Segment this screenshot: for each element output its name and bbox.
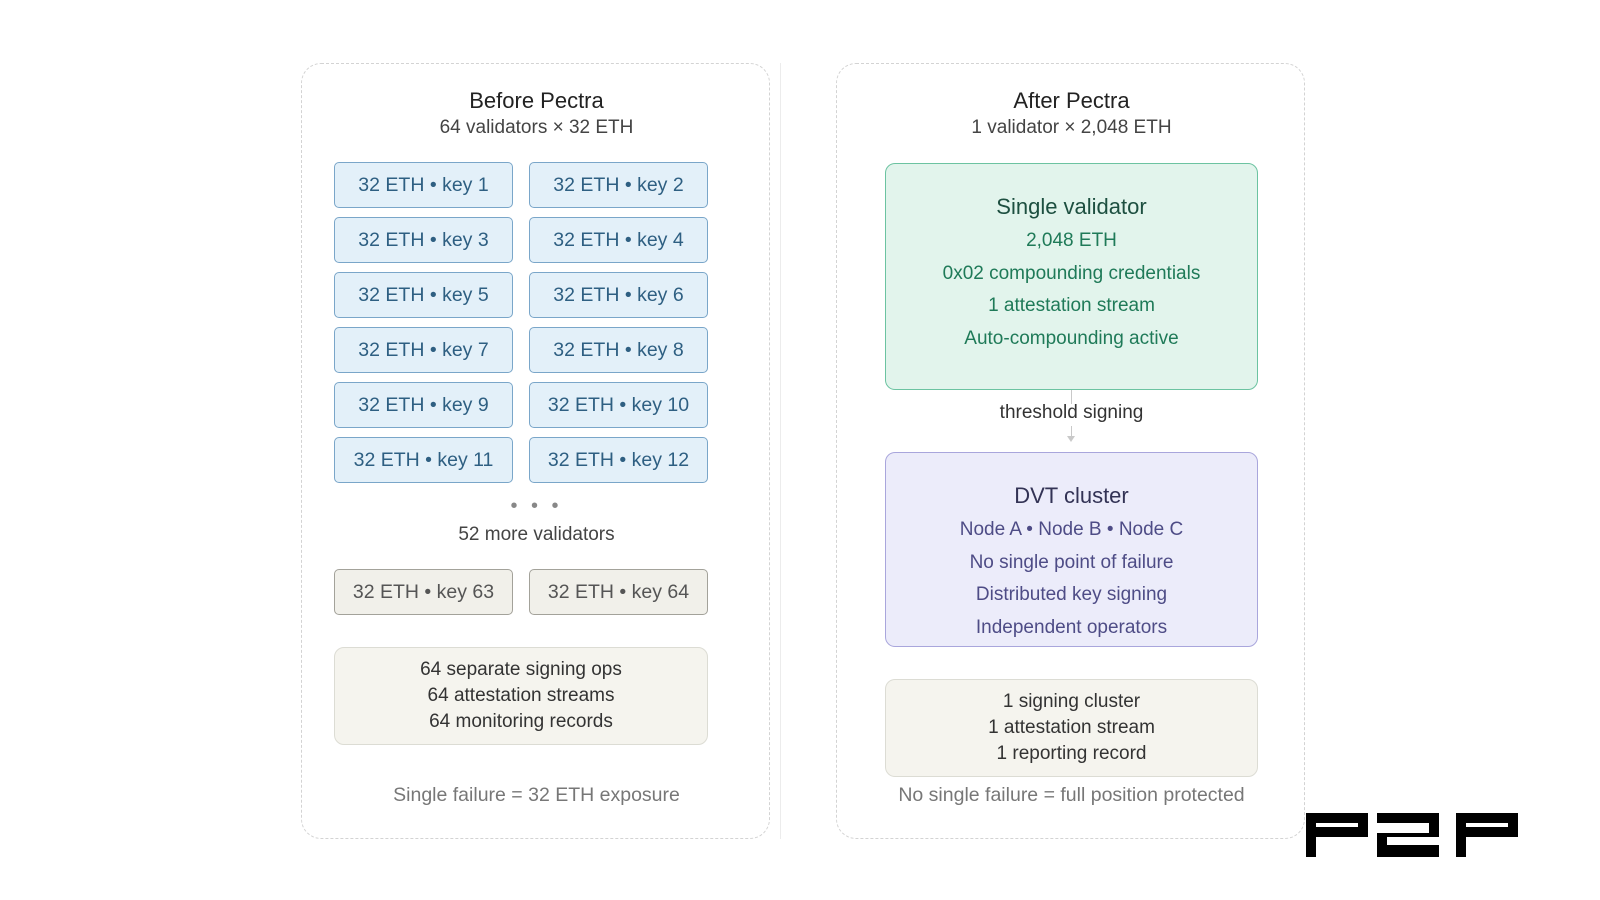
summary-line: 64 attestation streams: [427, 685, 615, 706]
validator-line: 0x02 compounding credentials: [942, 262, 1201, 284]
summary-line: 1 attestation stream: [988, 717, 1155, 738]
before-footer: Single failure = 32 ETH exposure: [393, 784, 680, 806]
p2p-logo: [1306, 813, 1518, 857]
arrow-down-icon: [1067, 436, 1075, 442]
threshold-signing-label: threshold signing: [999, 402, 1144, 423]
validator-key-3: 32 ETH • key 3: [334, 217, 513, 263]
validator-line: 1 attestation stream: [988, 295, 1155, 316]
after-subtitle: 1 validator × 2,048 ETH: [971, 117, 1172, 138]
validator-key-4: 32 ETH • key 4: [529, 217, 708, 263]
dvt-cluster-card: DVT cluster Node A • Node B • Node C No …: [885, 452, 1258, 647]
validator-key-63: 32 ETH • key 63: [334, 569, 513, 615]
before-pectra-panel: Before Pectra 64 validators × 32 ETH 32 …: [301, 63, 770, 839]
validator-line: 2,048 ETH: [1026, 230, 1117, 251]
dvt-line: Distributed key signing: [975, 584, 1168, 605]
panel-divider: [780, 63, 781, 839]
validator-key-1: 32 ETH • key 1: [334, 162, 513, 208]
dvt-card-title: DVT cluster: [1014, 483, 1129, 508]
dvt-line: Independent operators: [975, 616, 1168, 638]
validator-line: Auto-compounding active: [964, 327, 1179, 349]
validator-key-6: 32 ETH • key 6: [529, 272, 708, 318]
dvt-line: No single point of failure: [969, 551, 1174, 573]
more-validators-label: 52 more validators: [458, 524, 615, 545]
summary-line: 64 separate signing ops: [420, 659, 622, 680]
validator-key-8: 32 ETH • key 8: [529, 327, 708, 373]
dvt-line: Node A • Node B • Node C: [959, 519, 1184, 540]
before-subtitle: 64 validators × 32 ETH: [439, 117, 634, 138]
validator-card-title: Single validator: [996, 194, 1147, 219]
validator-key-9: 32 ETH • key 9: [334, 382, 513, 428]
validator-key-12: 32 ETH • key 12: [529, 437, 708, 483]
validator-key-2: 32 ETH • key 2: [529, 162, 708, 208]
summary-line: 1 reporting record: [996, 743, 1147, 764]
ellipsis: • • •: [510, 495, 563, 517]
connector-line-bottom: [1071, 426, 1072, 438]
validator-key-5: 32 ETH • key 5: [334, 272, 513, 318]
summary-line: 1 signing cluster: [1002, 691, 1141, 712]
summary-line: 64 monitoring records: [429, 711, 613, 732]
after-pectra-panel: After Pectra 1 validator × 2,048 ETH Sin…: [836, 63, 1305, 839]
validator-key-11: 32 ETH • key 11: [334, 437, 513, 483]
validator-key-64: 32 ETH • key 64: [529, 569, 708, 615]
after-summary-box: 1 signing cluster 1 attestation stream 1…: [885, 679, 1258, 777]
connector-line-top: [1071, 390, 1072, 404]
single-validator-card: Single validator 2,048 ETH 0x02 compound…: [885, 163, 1258, 390]
after-footer: No single failure = full position protec…: [898, 784, 1245, 806]
validator-key-10: 32 ETH • key 10: [529, 382, 708, 428]
before-title: Before Pectra: [469, 88, 604, 113]
validator-key-7: 32 ETH • key 7: [334, 327, 513, 373]
before-summary-box: 64 separate signing ops 64 attestation s…: [334, 647, 708, 745]
after-title: After Pectra: [1013, 88, 1130, 113]
